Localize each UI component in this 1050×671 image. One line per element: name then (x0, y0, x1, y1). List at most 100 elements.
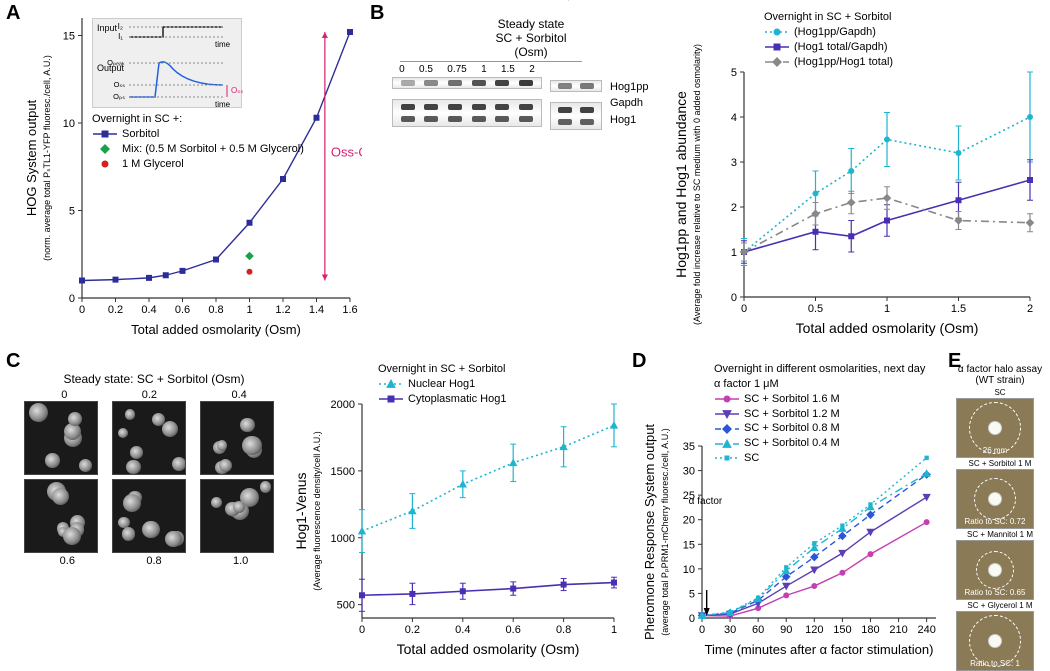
svg-text:Input: Input (97, 23, 118, 33)
panel-c-label: C (6, 350, 20, 373)
svg-text:Time (minutes after α factor s: Time (minutes after α factor stimulation… (705, 642, 934, 657)
svg-text:Hog1pp and Hog1 abundance: Hog1pp and Hog1 abundance (673, 91, 689, 278)
panel-c-legend-title: Overnight in SC + Sorbitol (378, 362, 506, 377)
svg-text:2: 2 (1027, 303, 1033, 315)
panel-e: α factor halo assay (WT strain) SC26 mmS… (956, 364, 1044, 671)
svg-text:35: 35 (683, 441, 695, 453)
panel-b-chart: 00.511.52012345Total added osmolarity (O… (672, 2, 1044, 337)
svg-text:0.4: 0.4 (141, 304, 156, 316)
svg-text:time: time (215, 100, 231, 109)
svg-text:1.2: 1.2 (275, 304, 290, 316)
svg-text:(Average fluorescence density/: (Average fluorescence density/cell A.U.) (312, 431, 322, 590)
svg-text:5: 5 (689, 588, 695, 600)
svg-text:Oₚₑₐₖ: Oₚₑₐₖ (107, 58, 125, 67)
svg-text:10: 10 (683, 564, 695, 576)
svg-text:0.8: 0.8 (208, 304, 223, 316)
svg-text:0.2: 0.2 (108, 304, 123, 316)
panel-d-legend-title: Overnight in different osmolarities, nex… (714, 362, 934, 392)
svg-text:60: 60 (752, 624, 764, 636)
panel-d-legend: Overnight in different osmolarities, nex… (714, 362, 934, 466)
svg-text:1: 1 (611, 624, 617, 636)
svg-text:Hog1-Venus: Hog1-Venus (293, 472, 309, 549)
svg-text:240: 240 (917, 624, 935, 636)
svg-text:1: 1 (884, 303, 890, 315)
panel-a-chart: 00.20.40.60.811.21.41.6051015Total added… (22, 8, 362, 338)
panel-a-legend-title: Overnight in SC +: (92, 112, 304, 127)
svg-text:0: 0 (741, 303, 747, 315)
svg-text:15: 15 (683, 539, 695, 551)
western-row-gapdh: Gapdh (610, 97, 649, 109)
svg-text:0.8: 0.8 (556, 624, 571, 636)
svg-text:Total added osmolarity (Osm): Total added osmolarity (Osm) (796, 320, 979, 336)
western-hog1pp-bands (392, 77, 542, 89)
svg-text:I₂: I₂ (118, 22, 123, 31)
panel-e-title: α factor halo assay (WT strain) (956, 364, 1044, 386)
svg-text:Oₚₛ: Oₚₛ (113, 92, 125, 101)
panel-a-label: A (6, 2, 20, 25)
svg-text:20: 20 (683, 515, 695, 527)
western-title3: (Osm) (392, 46, 670, 60)
svg-text:150: 150 (833, 624, 851, 636)
svg-text:500: 500 (337, 600, 355, 612)
svg-text:30: 30 (683, 466, 695, 478)
svg-text:0.5: 0.5 (808, 303, 823, 315)
western-side-top (550, 80, 602, 92)
svg-text:0.2: 0.2 (405, 624, 420, 636)
panel-b-legend-title: Overnight in SC + Sorbitol (764, 10, 893, 25)
western-gapdh-bands (392, 99, 542, 127)
svg-text:Total added osmolarity (Osm): Total added osmolarity (Osm) (397, 641, 580, 657)
panel-b-legend: Overnight in SC + Sorbitol (Hog1pp/Gapdh… (764, 10, 893, 69)
svg-text:5: 5 (731, 67, 737, 79)
svg-text:15: 15 (63, 31, 75, 43)
svg-text:(Average fold increase relativ: (Average fold increase relative to SC me… (692, 44, 702, 325)
svg-text:0: 0 (359, 624, 365, 636)
svg-text:Oₛₛ: Oₛₛ (114, 80, 126, 89)
svg-text:Total added osmolarity (Osm): Total added osmolarity (Osm) (131, 322, 301, 337)
svg-text:2000: 2000 (331, 399, 355, 411)
svg-text:120: 120 (805, 624, 823, 636)
svg-text:1: 1 (246, 304, 252, 316)
svg-text:Oss-Ops: Oss-Ops (331, 144, 362, 159)
svg-text:1.5: 1.5 (951, 303, 966, 315)
svg-text:Pheromone Response System outp: Pheromone Response System output (642, 424, 657, 640)
panel-c-micro-title: Steady state: SC + Sorbitol (Osm) (24, 372, 284, 386)
svg-text:0: 0 (699, 624, 705, 636)
panel-c-chart: 00.20.40.60.81500100015002000Total added… (292, 358, 626, 658)
svg-text:4: 4 (731, 112, 737, 124)
panel-a-legend: Overnight in SC +: SorbitolMix: (0.5 M S… (92, 112, 304, 171)
svg-text:(norm. average total PₛTL1-YFP: (norm. average total PₛTL1-YFP fluoresc.… (42, 55, 52, 261)
svg-text:3: 3 (731, 157, 737, 169)
panel-b-label: B (370, 2, 384, 25)
svg-text:0: 0 (689, 613, 695, 625)
svg-text:2: 2 (731, 202, 737, 214)
svg-text:α factor: α factor (689, 496, 723, 507)
panel-b-western: Steady state SC + Sorbitol (Osm) 00.50.7… (392, 18, 670, 238)
svg-text:90: 90 (780, 624, 792, 636)
svg-text:0.6: 0.6 (506, 624, 521, 636)
panel-d-chart: 030609012015018021024005101520253035Time… (640, 358, 946, 658)
svg-text:I₁: I₁ (118, 32, 123, 41)
svg-text:HOG System output: HOG System output (24, 99, 39, 216)
western-side-lane2: Mix: 0.5 Osm Sorbitol 0.5 Osm Glycerol (561, 0, 617, 2)
svg-text:0.4: 0.4 (455, 624, 470, 636)
svg-text:0: 0 (731, 292, 737, 304)
panel-a-inset: InputI₂I₁timeOutputOₚₑₐₖOₛₛOₚₛtimeOₛₛ-Oₚ… (92, 18, 242, 108)
panel-c-legend: Overnight in SC + Sorbitol Nuclear Hog1C… (378, 362, 506, 407)
svg-text:10: 10 (63, 118, 75, 130)
svg-text:5: 5 (69, 206, 75, 218)
western-title2: SC + Sorbitol (392, 32, 670, 46)
western-row-hog1pp: Hog1pp (610, 81, 649, 93)
svg-text:1000: 1000 (331, 533, 355, 545)
svg-text:1.4: 1.4 (309, 304, 324, 316)
svg-text:1500: 1500 (331, 466, 355, 478)
svg-text:time: time (215, 40, 231, 49)
western-title1: Steady state (392, 18, 670, 32)
svg-text:180: 180 (861, 624, 879, 636)
svg-text:Oₛₛ-Oₚₛ: Oₛₛ-Oₚₛ (231, 86, 243, 95)
svg-text:(average total PₚPRM1-mCherry: (average total PₚPRM1-mCherry fluoresc./… (660, 428, 670, 635)
svg-text:0: 0 (79, 304, 85, 316)
western-row-hog1: Hog1 (610, 114, 649, 126)
svg-text:30: 30 (724, 624, 736, 636)
svg-text:1.6: 1.6 (342, 304, 357, 316)
western-side-mid (550, 102, 602, 130)
